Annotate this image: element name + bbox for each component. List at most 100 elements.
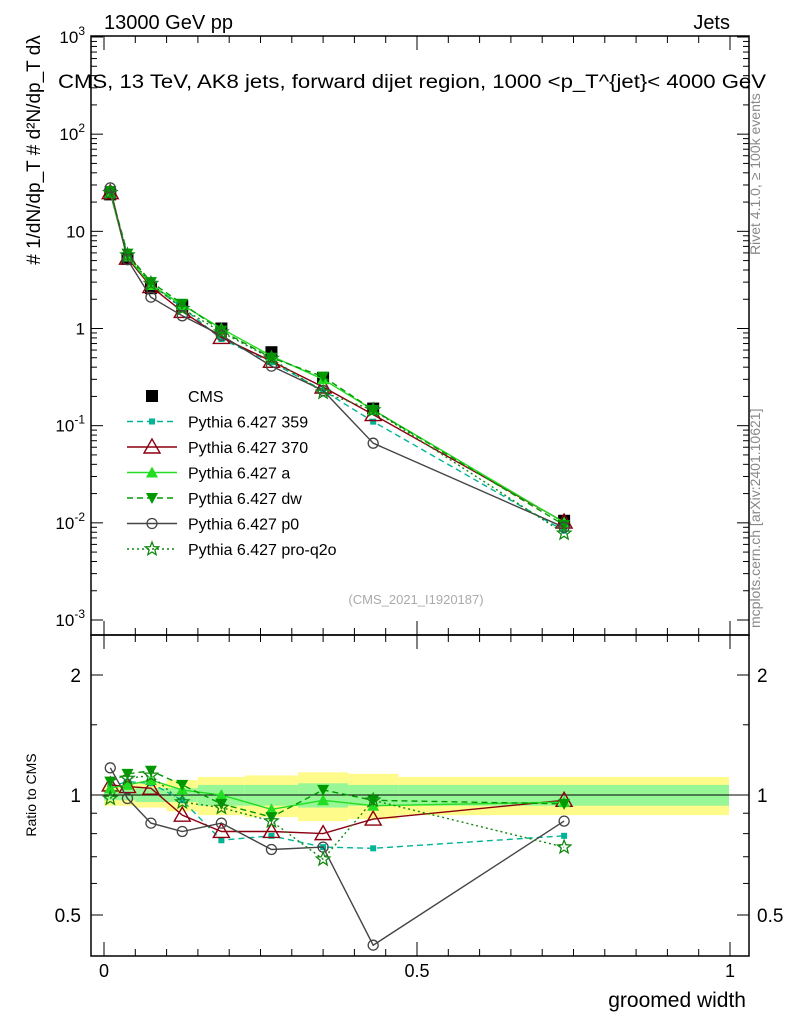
ratio-point: [215, 798, 228, 810]
series-line: [109, 190, 565, 526]
main-y-tick-label: 10-1: [55, 413, 85, 436]
ratio-point: [176, 825, 188, 838]
data-point: [119, 246, 136, 263]
legend-label: Pythia 6.427 pro-q2o: [188, 542, 337, 559]
main-y-tick-label: 10-2: [55, 510, 85, 533]
ratio-point: [314, 850, 332, 867]
ratio-point: [262, 822, 281, 839]
series-pythia-6-427-pro-q2o: [101, 183, 573, 541]
x-tick-label: 1: [725, 961, 735, 981]
ratio-point: [141, 778, 161, 795]
series-line: [109, 187, 565, 528]
ratio-point: [121, 792, 134, 805]
legend-entry: CMS: [146, 389, 224, 406]
ratio-point: [268, 832, 275, 839]
ratio-y-tick-label-right: 0.5: [757, 906, 783, 927]
data-point: [364, 401, 382, 418]
ratio-point: [173, 805, 192, 822]
energy-label: 13000 GeV pp: [104, 12, 233, 34]
axes: 10-3 10-2 10-1 1 10 102 103 0 0.5 1 0.5 0.5 1 1 2 2: [55, 24, 784, 981]
data-point: [263, 349, 280, 366]
main-y-axis-title: # 1/dN/dp_T # d²N/dp_T dλ: [24, 35, 45, 265]
legend: CMS Pythia 6.427 359 Pythia 6.427 370 Pythi…: [127, 389, 337, 559]
series-line: [109, 192, 565, 532]
series-pythia-6-427-a: [104, 186, 571, 528]
legend-label: Pythia 6.427 370: [188, 440, 308, 457]
ratio-point: [119, 769, 136, 786]
data-point: [101, 183, 119, 200]
series-line: [109, 192, 565, 523]
series-pythia-6-427-dw: [104, 186, 571, 531]
ratio-y-axis-title: Ratio to CMS: [23, 753, 39, 836]
ratio-point: [363, 809, 383, 826]
rivet-label: Rivet 4.1.0, ≥ 100k events: [747, 93, 763, 255]
data-point: [142, 274, 160, 291]
ratio-series-pythia-6-427-pro-q2o: [101, 766, 573, 867]
series-line: [109, 192, 565, 524]
legend-marker: [146, 493, 158, 504]
category-label: Jets: [693, 12, 730, 34]
ratio-point: [317, 784, 330, 796]
legend-entry: Pythia 6.427 pro-q2o: [127, 540, 337, 559]
ratio-point: [561, 832, 568, 839]
ratio-point: [558, 815, 570, 827]
x-tick-label: 0.5: [404, 961, 429, 981]
ratio-point: [145, 817, 157, 829]
x-tick-label: 0: [99, 961, 109, 981]
data-point: [104, 186, 117, 198]
legend-label: Pythia 6.427 359: [188, 415, 308, 432]
legend-label: Pythia 6.427 p0: [188, 517, 299, 534]
analysis-watermark: (CMS_2021_I1920187): [348, 592, 483, 607]
data-point: [176, 298, 189, 310]
legend-label: CMS: [188, 389, 224, 406]
legend-entry: Pythia 6.427 p0: [127, 517, 299, 534]
legend-marker: [146, 390, 158, 402]
legend-label: Pythia 6.427 dw: [188, 491, 302, 508]
ratio-point: [212, 822, 231, 839]
ratio-point: [370, 845, 377, 852]
data-point: [265, 352, 278, 364]
ratio-point: [121, 778, 134, 790]
legend-marker: [146, 466, 158, 478]
ratio-series-line: [110, 784, 565, 835]
legend-entry: Pythia 6.427 359: [127, 415, 308, 432]
mcplots-label: mcplots.cern.ch [arXiv:2401.10621]: [747, 409, 763, 628]
ratio-point: [101, 789, 119, 806]
ratio-series-line: [109, 774, 565, 861]
data-point: [215, 329, 228, 342]
legend-label: Pythia 6.427 a: [188, 466, 290, 483]
ratio-series-line: [109, 767, 565, 947]
ratio-point: [367, 939, 379, 951]
data-point: [212, 323, 230, 340]
ratio-point: [558, 798, 571, 810]
main-y-tick-label: 10: [66, 222, 85, 241]
ratio-point: [364, 791, 382, 808]
ratio-y-tick-label-right: 2: [757, 666, 768, 687]
ratio-point: [104, 762, 116, 774]
legend-marker: [149, 418, 155, 425]
ratio-y-tick-label: 2: [70, 666, 81, 687]
main-y-tick-label: 103: [59, 24, 85, 47]
ratio-point: [265, 843, 278, 856]
data-point: [215, 325, 228, 337]
ratio-series-pythia-6-427-dw: [104, 765, 571, 824]
main-plot-marks: [101, 182, 574, 541]
ratio-y-tick-label: 1: [70, 786, 81, 807]
legend-marker: [142, 437, 162, 454]
data-point: [314, 383, 332, 400]
main-y-tick-label: 1: [76, 320, 85, 339]
series-line: [109, 192, 565, 534]
ratio-point: [121, 768, 134, 780]
data-point: [558, 521, 570, 533]
data-point: [370, 418, 377, 425]
main-y-tick-label: 102: [59, 121, 85, 144]
ratio-y-tick-label-right: 1: [757, 786, 768, 807]
data-point: [145, 291, 157, 303]
data-point: [121, 254, 134, 266]
series-pythia-6-427-p0: [104, 182, 570, 533]
data-point: [173, 299, 191, 316]
ratio-point: [313, 824, 333, 841]
ratio-point: [265, 812, 278, 824]
svg-text:# 1/dN/dp_T # d²N/dp_T dλ: # 1/dN/dp_T # d²N/dp_T dλ: [24, 35, 45, 265]
